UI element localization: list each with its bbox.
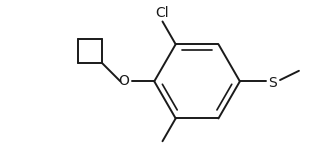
Text: Cl: Cl [156,5,169,19]
Text: S: S [268,76,277,90]
Text: O: O [119,74,130,88]
